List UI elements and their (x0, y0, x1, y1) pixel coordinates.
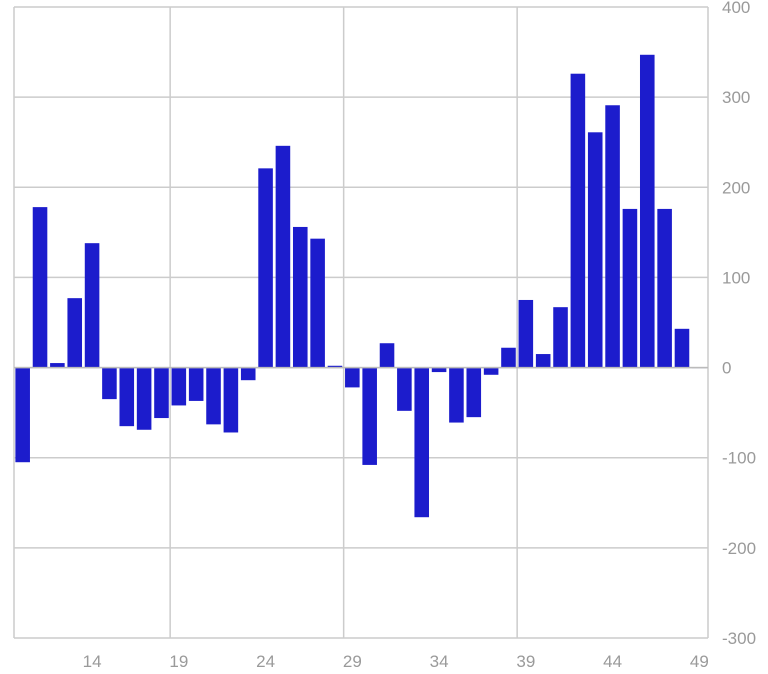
x-tick-label: 39 (516, 652, 535, 671)
y-tick-label: 0 (722, 359, 731, 378)
bar (362, 367, 377, 465)
bar (605, 105, 620, 368)
y-tick-label: -300 (722, 629, 756, 648)
bar (206, 367, 221, 425)
bar (483, 367, 499, 375)
bar (587, 132, 603, 368)
y-tick-label: 100 (722, 268, 750, 287)
bar (570, 73, 586, 368)
bar (622, 208, 638, 368)
x-tick-label: 49 (690, 652, 709, 671)
y-tick-label: 400 (722, 0, 750, 17)
bar (449, 367, 464, 423)
bar (136, 367, 152, 430)
bar (414, 367, 430, 518)
x-tick-label: 29 (343, 652, 362, 671)
bar (32, 207, 48, 368)
bar (379, 343, 395, 368)
y-tick-label: -200 (722, 539, 756, 558)
bar (657, 208, 672, 368)
bar (397, 367, 412, 411)
bar (188, 367, 204, 401)
bar (639, 54, 655, 368)
bar (553, 307, 568, 368)
bar (310, 238, 325, 368)
y-axis-labels: -300 -200 -100 0 100 200 300 400 (722, 0, 756, 648)
bar (119, 367, 135, 427)
bar (292, 226, 308, 368)
bar (67, 298, 83, 368)
grid-lines (13, 6, 709, 639)
x-tick-label: 14 (83, 652, 102, 671)
bar (240, 367, 256, 381)
bar (345, 367, 360, 388)
bar (275, 145, 291, 368)
bar (258, 168, 273, 368)
bar (102, 367, 117, 400)
bar (501, 347, 516, 368)
bar (535, 354, 551, 368)
bar (50, 363, 65, 368)
bar (466, 367, 482, 418)
bar (84, 243, 100, 368)
y-tick-label: -100 (722, 449, 756, 468)
x-tick-label: 24 (256, 652, 275, 671)
bars (15, 54, 707, 518)
bar (171, 367, 187, 406)
y-tick-label: 300 (722, 88, 750, 107)
x-axis-labels: 14 19 24 29 34 39 44 49 (83, 652, 709, 671)
bar (518, 299, 534, 368)
y-tick-label: 200 (722, 178, 750, 197)
x-tick-label: 44 (603, 652, 622, 671)
bar (154, 367, 169, 419)
bar (674, 328, 690, 368)
bar (431, 367, 447, 373)
bar (223, 367, 239, 433)
bar (15, 367, 30, 463)
bar (327, 365, 343, 368)
x-tick-label: 34 (430, 652, 449, 671)
x-tick-label: 19 (169, 652, 188, 671)
